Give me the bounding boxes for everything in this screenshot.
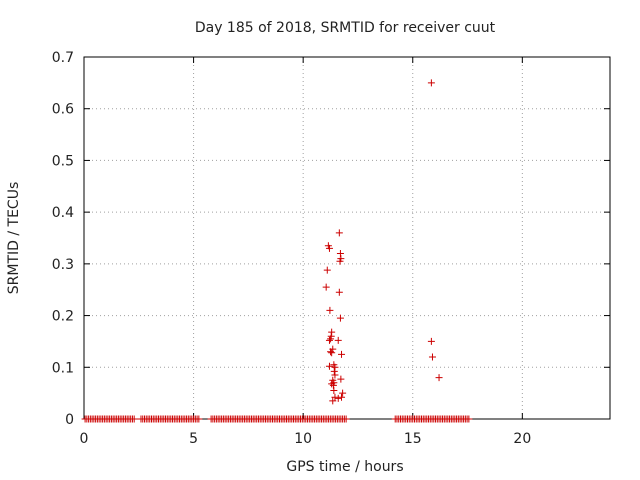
zero-point (342, 415, 350, 423)
data-point (331, 393, 339, 401)
data-point (334, 336, 342, 344)
data-point (328, 349, 336, 357)
data-point (329, 397, 337, 405)
data-point (328, 380, 336, 388)
data-point (336, 314, 344, 322)
y-tick-label: 0.6 (52, 102, 74, 118)
x-tick-labels: 0 5 10 15 20 (80, 431, 532, 447)
grid-lines (84, 57, 610, 419)
data-point (435, 374, 443, 382)
data-point (331, 363, 339, 371)
data-point (334, 394, 342, 402)
x-tick-label: 5 (189, 431, 198, 447)
data-point (338, 350, 346, 358)
data-point (337, 375, 345, 383)
y-tick-label: 0 (65, 412, 74, 428)
zero-point (195, 415, 203, 423)
data-point (330, 387, 338, 395)
data-point (325, 336, 333, 344)
y-tick-label: 0.4 (52, 205, 74, 221)
data-points (81, 79, 473, 423)
y-tick-label: 0.7 (52, 50, 74, 66)
x-tick-label: 10 (294, 431, 312, 447)
y-tick-label: 0.2 (52, 309, 74, 325)
data-point (325, 362, 333, 370)
data-point (327, 348, 335, 356)
data-point (330, 367, 338, 375)
data-point (327, 335, 335, 343)
y-axis-label: SRMTID / TECUs (6, 182, 22, 295)
data-point (336, 257, 344, 265)
plot-frame (83, 56, 611, 420)
data-point (331, 371, 339, 379)
axis-ticks (83, 56, 610, 420)
x-tick-label: 15 (404, 431, 422, 447)
data-point (325, 244, 333, 252)
chart-title: Day 185 of 2018, SRMTID for receiver cuu… (195, 20, 496, 36)
data-point (339, 389, 347, 397)
y-tick-label: 0.1 (52, 360, 74, 376)
data-point (322, 283, 330, 291)
data-point (428, 353, 436, 361)
x-tick-label: 0 (80, 431, 89, 447)
y-tick-label: 0.5 (52, 153, 74, 169)
data-point (427, 337, 435, 345)
y-tick-label: 0.3 (52, 257, 74, 273)
data-point (427, 79, 435, 87)
data-point (323, 266, 331, 274)
zero-point (465, 415, 473, 423)
data-point (338, 393, 346, 401)
x-axis-label: GPS time / hours (286, 459, 403, 475)
zero-point (130, 415, 138, 423)
data-point (335, 288, 343, 296)
y-tick-labels: 0 0.1 0.2 0.3 0.4 0.5 0.6 0.7 (52, 50, 74, 428)
data-point (335, 229, 343, 237)
x-tick-label: 20 (513, 431, 531, 447)
data-point (326, 306, 334, 314)
